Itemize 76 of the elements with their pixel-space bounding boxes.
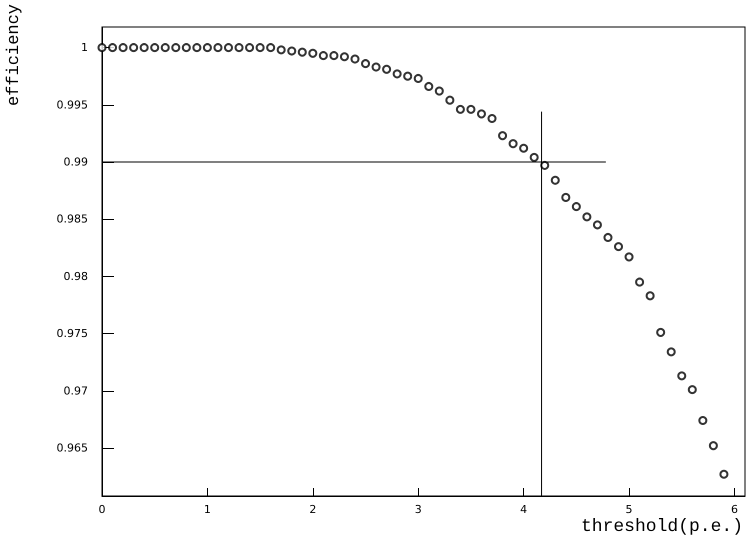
x-axis-title: threshold(p.e.): [580, 517, 744, 537]
point: [656, 328, 666, 337]
point: [530, 152, 539, 162]
point: [719, 470, 728, 479]
point: [140, 43, 149, 52]
point: [98, 43, 106, 52]
y-tick-label: 0.995: [56, 98, 88, 112]
point: [582, 212, 592, 222]
point: [256, 43, 265, 52]
point: [677, 371, 686, 380]
point: [340, 52, 349, 62]
point: [129, 43, 138, 52]
point: [466, 104, 476, 114]
x-tick-label: 2: [309, 503, 316, 516]
point: [488, 114, 497, 124]
point: [614, 242, 624, 252]
point: [572, 202, 581, 212]
x-tick-label: 6: [730, 503, 738, 516]
point: [150, 43, 160, 52]
point: [592, 220, 602, 230]
point: [414, 74, 423, 83]
point: [202, 43, 212, 52]
point: [361, 59, 370, 68]
point: [224, 43, 233, 52]
point: [624, 252, 634, 262]
point: [182, 43, 191, 52]
point: [403, 72, 412, 81]
y-axis-title: efficiency: [5, 4, 24, 106]
point: [234, 43, 244, 52]
point: [698, 416, 708, 425]
y-tick-label: 0.965: [56, 441, 88, 454]
point: [550, 176, 560, 185]
point: [666, 347, 676, 356]
point: [424, 82, 434, 91]
point: [298, 48, 307, 57]
point: [392, 69, 402, 78]
point: [561, 192, 570, 202]
point: [287, 46, 296, 56]
y-tick-label: 1: [81, 41, 88, 54]
y-tick-label: 0.98: [64, 270, 88, 283]
y-tick-label: 0.97: [64, 384, 88, 398]
point: [118, 43, 128, 52]
point: [382, 64, 392, 74]
point: [245, 43, 254, 52]
point: [434, 86, 444, 96]
point: [266, 43, 276, 52]
x-tick-label: 0: [98, 503, 106, 516]
point: [350, 54, 360, 64]
point: [498, 131, 508, 140]
point: [329, 51, 338, 60]
point: [171, 43, 180, 52]
point: [635, 278, 644, 287]
x-tick-label: 4: [520, 503, 528, 516]
x-tick-label: 5: [626, 503, 633, 516]
point: [646, 291, 655, 300]
point: [519, 144, 528, 153]
y-tick-label: 0.985: [56, 212, 88, 226]
y-tick-label: 0.99: [64, 155, 88, 168]
point: [603, 232, 612, 242]
point: [708, 441, 718, 450]
point: [688, 385, 697, 394]
point: [192, 43, 202, 52]
point: [318, 51, 328, 60]
point: [160, 43, 170, 52]
point: [456, 104, 465, 114]
point: [308, 48, 318, 58]
point: [508, 139, 518, 148]
x-tick-label: 1: [204, 503, 211, 516]
point: [372, 62, 381, 72]
point: [445, 96, 454, 105]
x-tick-label: 3: [414, 503, 422, 516]
point: [213, 43, 222, 52]
point: [476, 109, 486, 118]
point: [108, 43, 118, 52]
point: [276, 45, 286, 54]
y-tick-label: 0.975: [56, 327, 88, 340]
